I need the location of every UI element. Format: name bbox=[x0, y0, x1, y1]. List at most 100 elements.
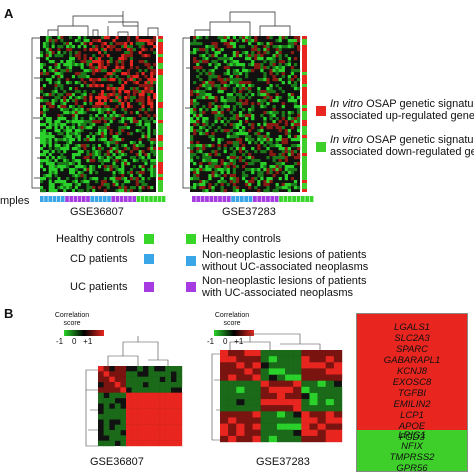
heatmap-cell bbox=[229, 42, 233, 46]
heatmap-cell bbox=[290, 168, 295, 172]
heatmap-cell bbox=[100, 69, 104, 73]
correlation-cell bbox=[333, 356, 343, 363]
heatmap-cell bbox=[83, 102, 87, 106]
heatmap-cell bbox=[150, 42, 154, 46]
heatmap-cell bbox=[121, 177, 125, 181]
heatmap-cell bbox=[284, 138, 288, 142]
correlation-cell bbox=[220, 386, 229, 394]
heatmap-cell bbox=[193, 111, 197, 115]
correlation-cell bbox=[120, 376, 127, 383]
sample-annotation-cell bbox=[309, 196, 314, 202]
heatmap-cell bbox=[232, 99, 237, 103]
correlation-cell bbox=[276, 350, 286, 357]
heatmap-cell bbox=[89, 84, 93, 88]
heatmap-cell bbox=[238, 96, 243, 100]
heatmap-cell bbox=[127, 132, 131, 136]
heatmap-cell bbox=[287, 165, 292, 169]
heatmap-cell bbox=[66, 132, 70, 136]
correlation-cell bbox=[148, 376, 155, 383]
heatmap-cell bbox=[109, 60, 113, 64]
heatmap-cell bbox=[193, 60, 197, 64]
sample-annotation-cell bbox=[90, 196, 94, 202]
heatmap-cell bbox=[284, 186, 288, 190]
gene-annotation-cell bbox=[302, 189, 307, 192]
heatmap-cell bbox=[211, 69, 215, 73]
heatmap-cell bbox=[57, 165, 61, 169]
heatmap-cell bbox=[83, 36, 87, 40]
heatmap-cell bbox=[202, 186, 206, 190]
heatmap-cell bbox=[118, 102, 122, 106]
heatmap-cell bbox=[54, 165, 58, 169]
heatmap-cell bbox=[132, 186, 136, 190]
heatmap-cell bbox=[129, 54, 133, 58]
heatmap-cell bbox=[281, 183, 285, 187]
heatmap-cell bbox=[135, 81, 139, 85]
heatmap-cell bbox=[115, 132, 119, 136]
sample-annotation-cell bbox=[107, 196, 111, 202]
heatmap-cell bbox=[287, 111, 292, 115]
heatmap-cell bbox=[60, 147, 64, 151]
heatmap-cell bbox=[153, 141, 157, 145]
heatmap-cell bbox=[86, 186, 90, 190]
heatmap-cell bbox=[293, 69, 298, 73]
heatmap-cell bbox=[269, 141, 273, 145]
heatmap-cell bbox=[51, 135, 55, 139]
heatmap-cell bbox=[248, 141, 252, 145]
heatmap-cell bbox=[103, 189, 107, 193]
heatmap-cell bbox=[121, 102, 125, 106]
gene-annotation-cell bbox=[302, 87, 307, 90]
heatmap-cell bbox=[223, 36, 227, 40]
heatmap-cell bbox=[98, 51, 102, 55]
gene-annotation-cell bbox=[158, 183, 163, 186]
correlation-cell bbox=[317, 429, 326, 437]
heatmap-cell bbox=[296, 126, 301, 130]
heatmap-cell bbox=[100, 78, 104, 82]
heatmap-cell bbox=[141, 90, 145, 94]
correlation-cell bbox=[148, 371, 155, 377]
heatmap-cell bbox=[217, 165, 221, 169]
heatmap-cell bbox=[77, 63, 81, 67]
heatmap-cell bbox=[127, 189, 131, 193]
heatmap-cell bbox=[66, 120, 70, 124]
heatmap-cell bbox=[40, 72, 44, 76]
heatmap-cell bbox=[232, 189, 237, 193]
heatmap-cell bbox=[202, 120, 206, 124]
heatmap-cell bbox=[132, 90, 136, 94]
heatmap-cell bbox=[60, 87, 64, 91]
heatmap-cell bbox=[98, 57, 102, 61]
gene-up: LGALS1 bbox=[394, 322, 430, 333]
heatmap-cell bbox=[254, 132, 258, 136]
heatmap-cell bbox=[103, 114, 107, 118]
heatmap-cell bbox=[135, 75, 139, 79]
heatmap-cell bbox=[115, 114, 119, 118]
correlation-cell bbox=[154, 430, 160, 436]
heatmap-cell bbox=[235, 54, 240, 58]
heatmap-cell bbox=[71, 75, 75, 79]
correlation-cell bbox=[325, 417, 335, 424]
heatmap-cell bbox=[144, 63, 148, 67]
gene-annotation-cell bbox=[302, 186, 307, 189]
correlation-cell bbox=[260, 356, 269, 363]
heatmap-cell bbox=[141, 48, 145, 52]
heatmap-cell bbox=[220, 120, 224, 124]
heatmap-cell bbox=[51, 102, 55, 106]
heatmap-cell bbox=[95, 108, 99, 112]
heatmap-cell bbox=[223, 123, 227, 127]
gene-up: LCP1 bbox=[400, 410, 424, 421]
heatmap-cell bbox=[272, 165, 276, 169]
heatmap-cell bbox=[83, 147, 87, 151]
heatmap-cell bbox=[245, 132, 249, 136]
corr2-dendrogram bbox=[211, 333, 321, 441]
heatmap-cell bbox=[232, 180, 237, 184]
heatmap-cell bbox=[63, 162, 67, 166]
correlation-cell bbox=[137, 430, 143, 436]
heatmap-cell bbox=[248, 63, 252, 67]
correlation-cell bbox=[333, 423, 343, 430]
heatmap-cell bbox=[115, 96, 119, 100]
heatmap-cell bbox=[45, 159, 49, 163]
heatmap-cell bbox=[109, 138, 113, 142]
heatmap-cell bbox=[147, 78, 151, 82]
heatmap-cell bbox=[193, 186, 197, 190]
heatmap-cell bbox=[208, 153, 212, 157]
gene-up: TGFBI bbox=[398, 388, 426, 399]
